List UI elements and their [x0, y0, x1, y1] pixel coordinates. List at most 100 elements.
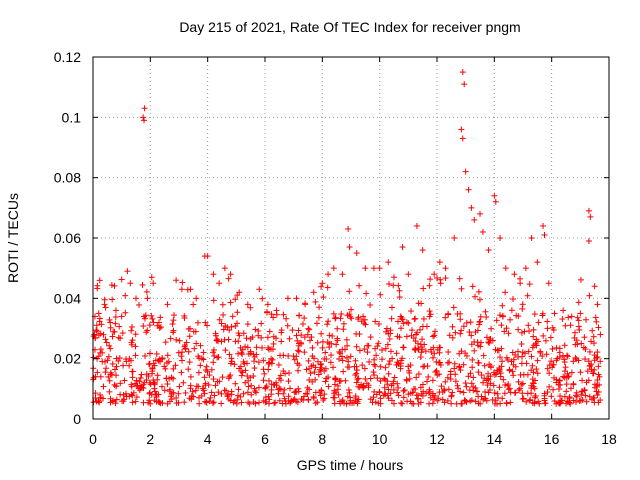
data-point	[471, 216, 478, 223]
data-point	[162, 339, 169, 346]
data-point	[582, 392, 589, 399]
data-point	[115, 334, 122, 341]
data-point	[572, 354, 579, 361]
data-point	[396, 334, 403, 341]
data-point	[499, 358, 506, 365]
data-point	[329, 332, 336, 339]
data-point	[322, 365, 329, 372]
data-point	[391, 274, 397, 281]
data-point	[277, 352, 284, 359]
data-point	[143, 288, 150, 295]
data-point	[557, 393, 564, 400]
data-point	[90, 374, 97, 381]
data-point	[282, 400, 289, 407]
data-point	[594, 382, 601, 389]
x-tick-label: 16	[544, 431, 560, 447]
data-point	[519, 390, 526, 397]
data-point	[96, 315, 103, 322]
data-point	[364, 349, 371, 356]
data-point	[540, 332, 547, 339]
data-point	[343, 336, 350, 343]
data-point	[516, 385, 523, 392]
data-point	[512, 389, 519, 396]
data-point	[447, 376, 454, 383]
data-point	[413, 392, 420, 399]
data-point	[426, 308, 433, 315]
data-point	[216, 316, 223, 323]
data-point	[485, 247, 492, 254]
data-point	[324, 321, 331, 328]
data-point	[223, 387, 230, 394]
data-point	[112, 320, 119, 327]
data-point	[565, 314, 572, 321]
data-point	[344, 342, 351, 349]
data-point	[208, 366, 215, 373]
data-point	[207, 394, 214, 401]
data-point	[374, 343, 381, 350]
data-point	[587, 362, 594, 369]
data-point	[515, 378, 522, 385]
data-point	[181, 314, 188, 321]
data-point	[210, 271, 217, 278]
data-point	[210, 359, 217, 366]
data-point	[221, 387, 228, 394]
data-point	[385, 395, 392, 402]
data-point	[333, 341, 340, 348]
data-point	[322, 349, 329, 356]
data-point	[102, 304, 109, 311]
data-point	[395, 361, 402, 368]
data-point	[249, 334, 256, 341]
data-point	[182, 346, 189, 353]
data-point	[419, 247, 426, 254]
data-point	[251, 358, 258, 365]
data-point	[226, 351, 233, 358]
data-point	[331, 400, 338, 407]
data-point	[396, 294, 403, 301]
data-point	[412, 338, 419, 345]
data-point	[375, 321, 382, 328]
data-point	[513, 312, 520, 319]
data-point	[227, 299, 234, 306]
data-point	[378, 347, 385, 354]
data-point	[186, 333, 193, 340]
data-point	[593, 318, 600, 325]
data-point	[576, 326, 583, 333]
data-point	[284, 322, 291, 329]
data-point	[592, 314, 599, 321]
data-point	[484, 382, 491, 389]
data-point	[433, 367, 440, 374]
data-point	[417, 326, 424, 333]
data-point	[426, 388, 433, 395]
data-point	[197, 342, 204, 349]
data-point	[551, 310, 558, 317]
data-point	[341, 346, 348, 353]
data-point	[194, 319, 201, 326]
data-point	[408, 308, 415, 315]
data-point	[411, 316, 418, 323]
data-point	[365, 382, 372, 389]
data-point	[441, 387, 448, 394]
data-point	[336, 356, 343, 363]
data-point	[497, 354, 504, 361]
data-point	[561, 368, 568, 375]
data-point	[107, 345, 114, 352]
data-point	[208, 389, 215, 396]
data-point	[432, 328, 439, 335]
data-point	[544, 318, 551, 325]
data-point	[289, 327, 296, 334]
data-point	[336, 378, 343, 385]
data-point	[178, 353, 185, 360]
data-point	[583, 398, 590, 405]
data-point	[339, 397, 346, 404]
data-point	[422, 348, 429, 355]
data-point	[150, 377, 157, 384]
data-point	[355, 396, 362, 403]
data-point	[486, 361, 493, 368]
data-point	[184, 286, 191, 293]
data-point	[266, 328, 273, 335]
x-tick-label: 10	[372, 431, 388, 447]
data-point	[127, 357, 134, 364]
data-point	[496, 347, 503, 354]
data-point	[245, 383, 252, 390]
data-point	[437, 276, 444, 283]
